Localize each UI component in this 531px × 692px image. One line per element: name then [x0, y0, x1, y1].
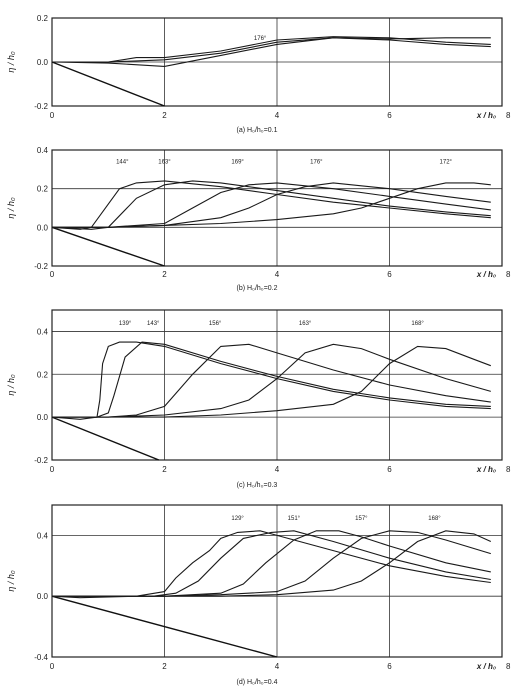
angle-annotation: 168° [411, 321, 424, 327]
angle-annotation: 176° [310, 160, 323, 166]
y-tick-label: 0.4 [37, 531, 49, 540]
x-tick-label: 2 [162, 111, 167, 120]
angle-annotation: 151° [288, 516, 301, 522]
x-tick-label: 6 [387, 465, 392, 474]
x-axis-label: x / h₀ [476, 270, 496, 279]
series-line-3 [52, 343, 491, 418]
y-tick-label: 0.2 [37, 185, 49, 194]
x-axis-label: x / h₀ [476, 465, 496, 474]
y-tick-label: 0.2 [37, 14, 49, 23]
series-line-4 [52, 530, 491, 597]
series-line-4 [52, 343, 491, 418]
x-axis-label: x / h₀ [476, 662, 496, 671]
panel-d: 0 2 4 6 8 x / h₀ -0.4 0.0 0.4 η / h₀ (d) H₀/h₀=0.4… [6, 504, 511, 686]
x-tick-label: 8 [506, 270, 511, 279]
x-tick-label: 2 [162, 662, 167, 671]
x-tick-label: 4 [275, 270, 280, 279]
y-tick-label: 0.0 [37, 58, 49, 67]
angle-annotation: 176° [254, 36, 267, 42]
angle-annotation: 163° [158, 160, 171, 166]
angle-annotation: 139° [119, 321, 132, 327]
y-tick-label: 0.4 [37, 146, 49, 155]
series-line-5 [52, 182, 491, 228]
panel-caption: (a) H₀/h₀=0.1 [236, 127, 277, 134]
x-tick-label: 2 [162, 465, 167, 474]
panel-b: 0 2 4 6 8 x / h₀ -0.2 0.0 0.2 0.4 η / h₀ (b) H₀/h₀=… [6, 146, 511, 292]
series-line-3 [52, 182, 491, 228]
panel-caption: (b) H₀/h₀=0.2 [236, 285, 277, 292]
x-tick-label: 4 [275, 465, 280, 474]
x-tick-label: 0 [50, 270, 55, 279]
y-tick-label: -0.4 [34, 653, 48, 662]
series-line-1 [51, 37, 491, 67]
series-line-5 [52, 530, 492, 597]
y-axis-label: η / h₀ [6, 570, 16, 592]
series-line-2 [52, 36, 491, 63]
x-tick-label: 0 [50, 465, 55, 474]
slope-line [51, 595, 278, 658]
slope-line [51, 416, 160, 461]
x-tick-label: 8 [506, 662, 511, 671]
series-line-1 [51, 530, 491, 599]
y-axis-label: η / h₀ [6, 51, 16, 73]
slope-line [51, 61, 165, 107]
slope-line [51, 226, 165, 267]
series-line-2 [51, 180, 491, 230]
x-tick-label: 8 [506, 465, 511, 474]
x-axis-label: x / h₀ [476, 111, 496, 120]
angle-annotation: 172° [440, 160, 453, 166]
y-tick-label: 0.0 [37, 223, 49, 232]
series-line-1 [51, 341, 491, 420]
series-line-3 [52, 37, 491, 63]
x-tick-label: 6 [387, 662, 392, 671]
angle-annotation: 156° [209, 321, 222, 327]
angle-annotation: 157° [355, 516, 368, 522]
series-line-3 [52, 530, 491, 597]
x-tick-label: 4 [275, 662, 280, 671]
x-tick-label: 6 [387, 270, 392, 279]
plot-frame [51, 149, 503, 267]
angle-annotation: 163° [299, 321, 312, 327]
x-tick-label: 8 [506, 111, 511, 120]
x-tick-label: 0 [50, 111, 55, 120]
angle-annotation: 144° [116, 160, 129, 166]
y-axis-label: η / h₀ [6, 197, 16, 219]
series-line-5 [52, 345, 491, 418]
x-tick-label: 2 [162, 270, 167, 279]
series-line-1 [51, 180, 491, 230]
panel-caption: (c) H₀/h₀=0.3 [237, 482, 278, 489]
y-tick-label: 0.0 [37, 592, 49, 601]
angle-annotation: 143° [147, 321, 160, 327]
x-tick-label: 6 [387, 111, 392, 120]
y-tick-label: 0.4 [37, 327, 49, 336]
angle-annotation: 168° [428, 516, 441, 522]
y-tick-label: 0.0 [37, 413, 49, 422]
series-line-2 [52, 530, 491, 597]
y-tick-label: -0.2 [34, 262, 48, 271]
x-tick-label: 4 [275, 111, 280, 120]
y-tick-label: 0.2 [37, 370, 49, 379]
angle-annotation: 169° [231, 160, 244, 166]
y-axis-label: η / h₀ [6, 374, 16, 396]
panel-a: 0 2 4 6 8 x / h₀ -0.2 0.0 0.2 η / h₀ (a) H₀/h₀=0.1… [6, 14, 511, 134]
angle-annotation: 129° [231, 516, 244, 522]
panel-c: 0 2 4 6 8 x / h₀ -0.2 0.0 0.2 0.4 η / h₀ (c) H₀/h₀=… [6, 309, 511, 489]
y-tick-label: -0.2 [34, 102, 48, 111]
plot-frame [51, 309, 503, 461]
panel-caption: (d) H₀/h₀=0.4 [236, 679, 277, 686]
series-line-2 [52, 341, 491, 418]
y-tick-label: -0.2 [34, 456, 48, 465]
x-tick-label: 0 [50, 662, 55, 671]
